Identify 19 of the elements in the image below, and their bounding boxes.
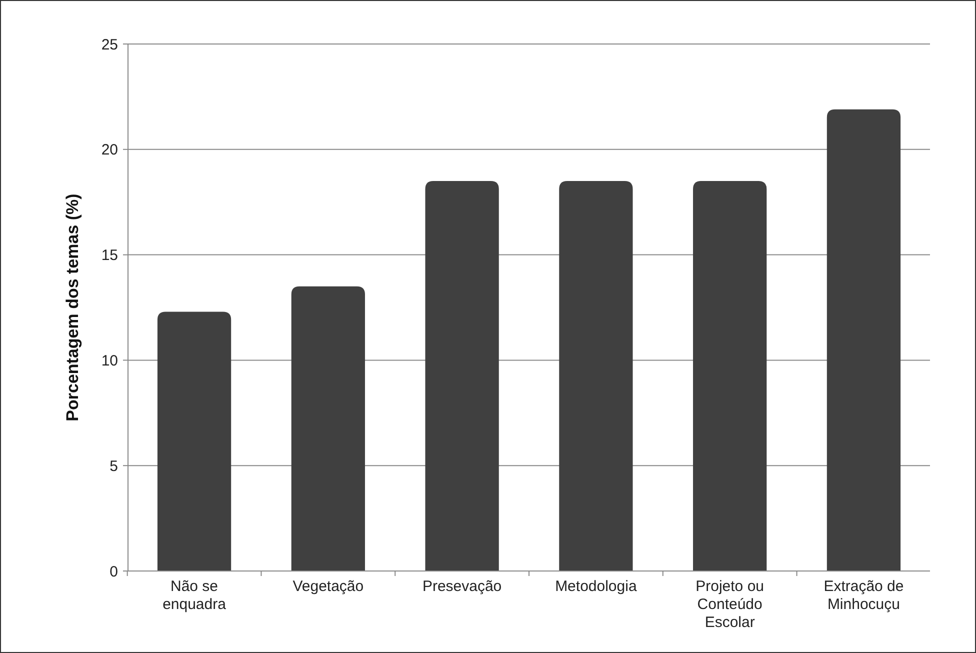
bar bbox=[425, 181, 499, 571]
x-tick-label: Não se enquadra bbox=[162, 578, 227, 613]
y-tick-label: 0 bbox=[110, 563, 118, 580]
y-tick-label: 25 bbox=[101, 36, 118, 54]
bar bbox=[559, 181, 633, 571]
bar bbox=[826, 109, 901, 571]
x-tick-label: Extração de Minhocuçu bbox=[824, 578, 904, 613]
y-tick-label: 5 bbox=[110, 458, 118, 475]
y-axis-title: Porcentagem dos temas (%) bbox=[63, 194, 82, 422]
bar bbox=[291, 286, 365, 571]
x-tick-label: Projeto ou Conteúdo Escolar bbox=[696, 578, 764, 631]
y-tick-label: 20 bbox=[101, 142, 118, 159]
y-tick-label: 10 bbox=[101, 352, 118, 370]
x-tick-label: Presevação bbox=[422, 578, 502, 595]
x-tick-label: Metodologia bbox=[555, 578, 638, 595]
bar bbox=[693, 181, 767, 571]
y-tick-label: 15 bbox=[101, 247, 118, 264]
bar bbox=[157, 312, 232, 571]
x-tick-label: Vegetação bbox=[292, 578, 364, 595]
